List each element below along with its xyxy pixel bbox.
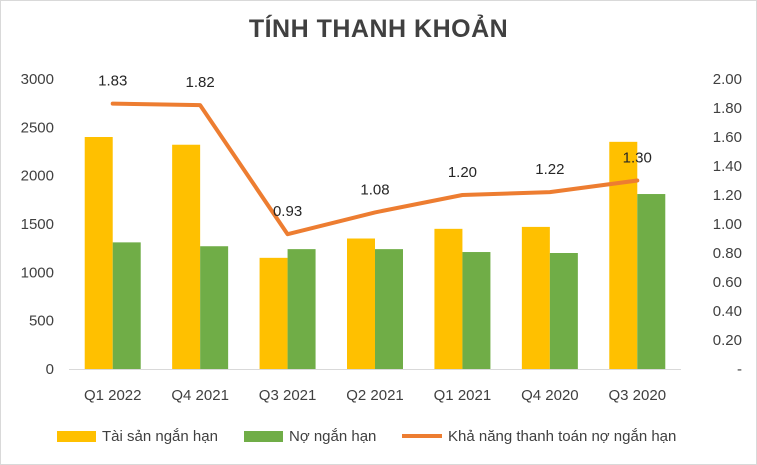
- bar-no-ngan-han: [200, 246, 229, 369]
- y-right-tick-label: 1.20: [713, 187, 742, 204]
- legend: Tài sản ngắn hạn Nợ ngắn hạn Khả năng than…: [1, 424, 756, 448]
- y-right-tick-label: 1.80: [713, 100, 742, 117]
- bar-no-ngan-han: [637, 194, 666, 369]
- bar-no-ngan-han: [462, 252, 491, 369]
- bar-no-ngan-han: [287, 249, 316, 369]
- bar-no-ngan-han: [112, 242, 141, 369]
- x-tick-label: Q1 2022: [84, 387, 142, 404]
- y-left-tick-label: 2000: [21, 168, 54, 185]
- legend-item: Khả năng thanh toán nợ ngắn hạn: [402, 424, 676, 448]
- y-right-tick-label: -: [737, 361, 742, 378]
- y-left-tick-label: 0: [46, 361, 54, 378]
- y-right-tick-label: 1.00: [713, 216, 742, 233]
- y-left-tick-label: 500: [29, 313, 54, 330]
- line-data-label: 0.93: [273, 203, 302, 220]
- y-right-tick-label: 2.00: [713, 71, 742, 88]
- bar-tai-san-ngan-han: [521, 226, 550, 369]
- y-right-tick-label: 1.40: [713, 158, 742, 175]
- legend-item: Tài sản ngắn hạn: [57, 424, 218, 448]
- x-tick-label: Q2 2021: [346, 387, 404, 404]
- line-data-label: 1.08: [360, 181, 389, 198]
- x-tick-label: Q3 2020: [609, 387, 667, 404]
- bar-tai-san-ngan-han: [172, 144, 201, 369]
- bar-tai-san-ngan-han: [434, 228, 463, 369]
- bar-tai-san-ngan-han: [347, 238, 375, 369]
- line-data-label: 1.30: [623, 150, 652, 167]
- x-tick-label: Q1 2021: [434, 387, 492, 404]
- legend-line-swatch: [402, 434, 442, 438]
- y-right-tick-label: 0.20: [713, 332, 742, 349]
- bar-tai-san-ngan-han: [259, 257, 288, 369]
- legend-bar-swatch: [244, 430, 283, 442]
- bar-no-ngan-han: [549, 253, 578, 369]
- legend-item: Nợ ngắn hạn: [244, 424, 376, 448]
- legend-bar-swatch: [57, 430, 96, 442]
- line-data-label: 1.22: [535, 161, 564, 178]
- y-right-tick-label: 0.60: [713, 274, 742, 291]
- y-left-tick-label: 1500: [21, 216, 54, 233]
- y-left-tick-label: 2500: [21, 119, 54, 136]
- chart-title: TÍNH THANH KHOẢN: [248, 15, 509, 43]
- bar-tai-san-ngan-han: [84, 137, 113, 369]
- legend-label: Tài sản ngắn hạn: [102, 427, 218, 445]
- line-kha-nang-thanh-toan: [110, 101, 640, 237]
- line-data-label: 1.82: [186, 74, 215, 91]
- line-data-label: 1.20: [448, 164, 477, 181]
- y-left-tick-label: 1000: [21, 264, 54, 281]
- bar-no-ngan-han: [375, 249, 403, 369]
- x-tick-label: Q3 2021: [259, 387, 317, 404]
- x-tick-label: Q4 2020: [521, 387, 579, 404]
- bar-tai-san-ngan-han: [609, 141, 638, 369]
- legend-label: Khả năng thanh toán nợ ngắn hạn: [448, 427, 677, 445]
- y-right-tick-label: 0.80: [713, 245, 742, 262]
- legend-label: Nợ ngắn hạn: [289, 427, 377, 445]
- line-data-label: 1.83: [98, 73, 127, 90]
- y-right-tick-label: 0.40: [713, 303, 742, 320]
- y-right-tick-label: 1.60: [713, 129, 742, 146]
- x-tick-label: Q4 2021: [171, 387, 229, 404]
- y-left-tick-label: 3000: [21, 71, 54, 88]
